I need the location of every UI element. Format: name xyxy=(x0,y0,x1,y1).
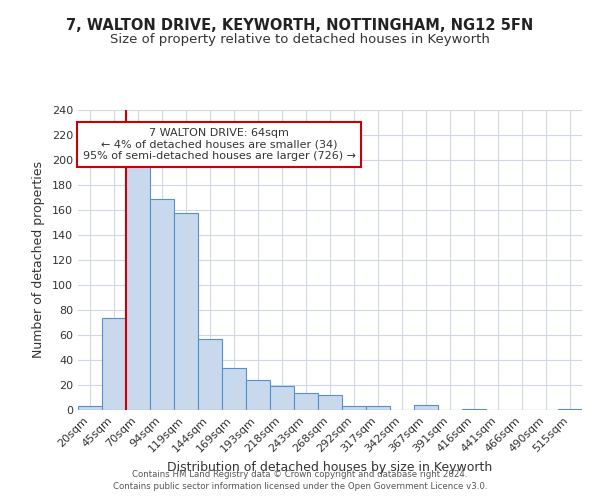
Bar xyxy=(78,406,102,410)
Text: Contains public sector information licensed under the Open Government Licence v3: Contains public sector information licen… xyxy=(113,482,487,491)
Bar xyxy=(414,405,438,410)
Bar xyxy=(174,212,198,410)
Bar xyxy=(270,386,294,410)
Bar xyxy=(246,380,270,410)
Bar xyxy=(342,406,366,410)
Bar xyxy=(150,198,174,410)
Bar xyxy=(294,392,318,410)
Text: Size of property relative to detached houses in Keyworth: Size of property relative to detached ho… xyxy=(110,32,490,46)
Text: 7, WALTON DRIVE, KEYWORTH, NOTTINGHAM, NG12 5FN: 7, WALTON DRIVE, KEYWORTH, NOTTINGHAM, N… xyxy=(67,18,533,32)
Bar xyxy=(222,368,246,410)
Bar xyxy=(102,318,126,410)
Y-axis label: Number of detached properties: Number of detached properties xyxy=(32,162,45,358)
Bar xyxy=(558,409,582,410)
Bar xyxy=(198,339,222,410)
Bar xyxy=(462,409,486,410)
Text: 7 WALTON DRIVE: 64sqm
← 4% of detached houses are smaller (34)
95% of semi-detac: 7 WALTON DRIVE: 64sqm ← 4% of detached h… xyxy=(83,128,356,161)
Bar xyxy=(366,406,390,410)
Text: Contains HM Land Registry data © Crown copyright and database right 2024.: Contains HM Land Registry data © Crown c… xyxy=(132,470,468,479)
Bar xyxy=(126,162,150,410)
Bar xyxy=(318,395,342,410)
X-axis label: Distribution of detached houses by size in Keyworth: Distribution of detached houses by size … xyxy=(167,461,493,474)
